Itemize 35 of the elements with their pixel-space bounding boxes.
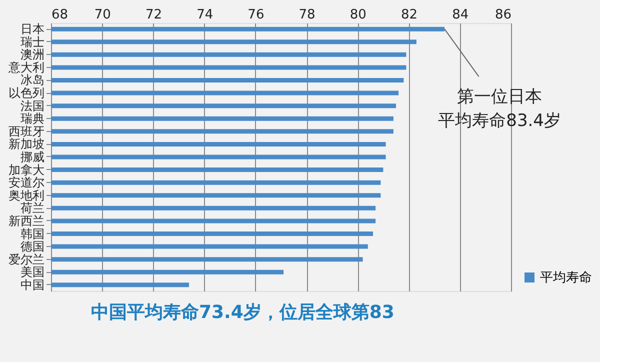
x-tick-label: 82	[401, 8, 418, 22]
x-tick-label: 78	[298, 8, 316, 22]
legend-label: 平均寿命	[540, 270, 592, 286]
text: 中国平均寿命73.4岁，位居全球第83	[91, 302, 394, 323]
y-tick-label: 新西兰	[8, 214, 44, 228]
y-tick-label: 安道尔	[8, 176, 44, 190]
x-tick-label: 68	[52, 8, 68, 22]
y-tick-label: 美国	[20, 265, 44, 280]
y-tick-label: 挪威	[20, 150, 44, 164]
y-tick-label: 加拿大	[8, 162, 44, 177]
y-tick-label: 韩国	[20, 226, 44, 241]
y-tick-label: 澳洲	[20, 48, 44, 62]
annotation: 第一位日本	[457, 87, 542, 108]
x-tick-label: 72	[145, 8, 162, 22]
x-tick-label: 84	[452, 8, 469, 22]
x-tick-label: 74	[196, 8, 214, 22]
y-tick-label: 日本	[20, 22, 44, 36]
annotation: 平均寿命83.4岁	[438, 111, 561, 132]
y-tick-label: 冰岛	[20, 73, 44, 88]
y-tick-label: 新加坡	[8, 137, 44, 152]
y-tick-label: 瑞士	[20, 34, 44, 49]
y-tick-label: 西班牙	[8, 124, 44, 138]
x-tick-label: 76	[248, 8, 264, 22]
y-tick-label: 爱尔兰	[8, 252, 44, 266]
x-tick-label: 70	[94, 8, 111, 22]
x-tick-label: 80	[350, 8, 366, 22]
y-tick-label: 意大利	[8, 60, 44, 74]
y-tick-label: 以色列	[8, 86, 44, 100]
y-tick-label: 法国	[20, 98, 44, 113]
x-tick-label: 86	[494, 8, 512, 22]
y-tick-label: 瑞典	[20, 112, 44, 126]
y-tick-label: 奥地利	[8, 188, 44, 202]
y-tick-label: 中国	[20, 278, 44, 292]
y-tick-label: 德国	[20, 240, 44, 254]
y-tick-label: 荷兰	[20, 201, 44, 216]
